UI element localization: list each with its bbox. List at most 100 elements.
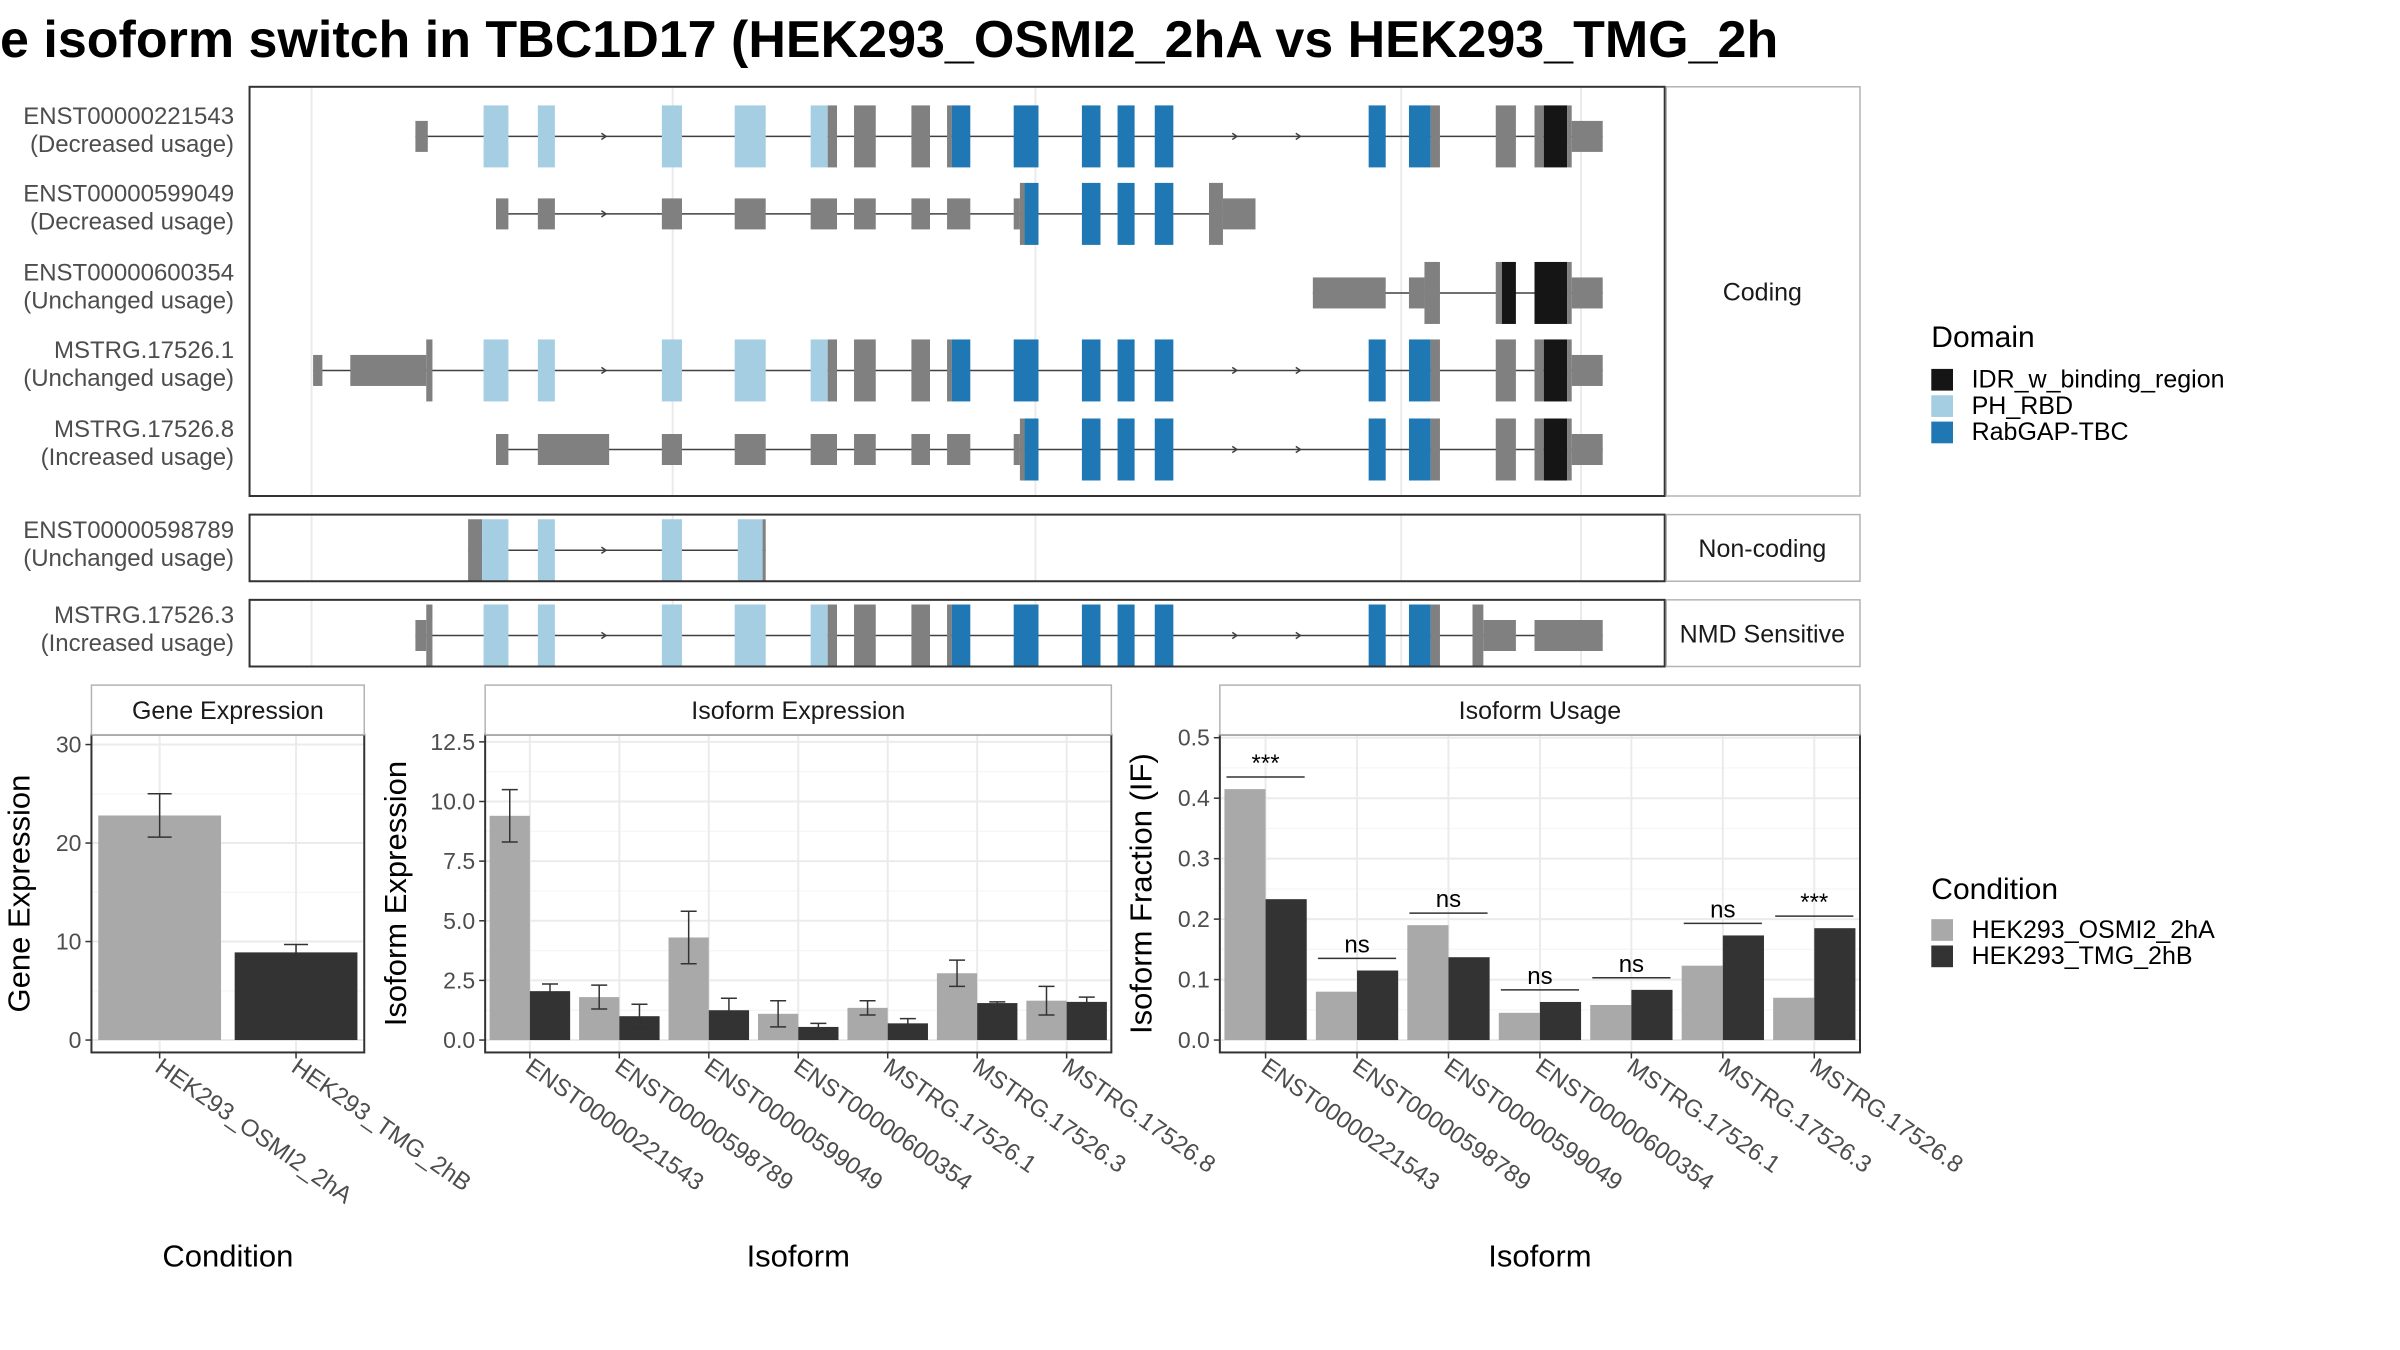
utr-exon — [947, 198, 971, 230]
utr-exon — [1571, 434, 1603, 465]
significance-label: ns — [1344, 931, 1369, 958]
panel-strip — [1665, 599, 1861, 668]
utr-exon — [734, 198, 766, 230]
utr-exon — [1571, 354, 1603, 386]
coding-exon — [1368, 105, 1386, 168]
structure-panel-1: ENST00000598789(Unchanged usage) Non-codi… — [23, 513, 1861, 583]
transcript-track: ENST00000600354(Unchanged usage) — [23, 260, 1603, 324]
transcript-structure-panels: ENST00000221543(Decreased usage)ENST0000… — [23, 85, 1861, 668]
bar — [1448, 957, 1490, 1041]
coding-exon — [661, 339, 682, 402]
x-tick-label: MSTRG.17526.3 — [1713, 1053, 1876, 1178]
transcript-id-label: ENST00000598789 — [23, 517, 234, 544]
utr-exon — [911, 198, 930, 230]
chart-1: 0.02.55.07.510.012.5ENST00000221543ENST0… — [378, 684, 1220, 1273]
strand-arrow — [1231, 445, 1239, 454]
coding-exon — [951, 339, 971, 402]
coding-exon — [1154, 339, 1174, 402]
utr-exon — [947, 434, 971, 465]
coding-exon — [1013, 604, 1039, 667]
panel-strip-label: Non-coding — [1698, 535, 1826, 563]
utr-exon — [810, 198, 837, 230]
coding-exon — [1430, 418, 1440, 481]
coding-exon — [661, 519, 682, 582]
utr-exon — [911, 434, 930, 465]
transcript-id-label: MSTRG.17526.8 — [54, 416, 234, 443]
panel-background — [249, 514, 1665, 582]
coding-exon — [911, 339, 930, 402]
coding-exon — [468, 519, 483, 582]
coding-exon — [947, 105, 952, 168]
coding-exon — [1567, 105, 1572, 168]
transcript-track: MSTRG.17526.3(Increased usage) — [41, 602, 1603, 667]
domain-legend-label: PH_RBD — [1972, 392, 2073, 420]
coding-exon — [1408, 418, 1431, 481]
utr-exon — [1222, 198, 1256, 230]
coding-exon — [1117, 105, 1135, 168]
coding-exon — [734, 339, 766, 402]
significance-label: ns — [1527, 963, 1552, 990]
y-tick-label: 30 — [56, 732, 82, 758]
bar — [1357, 970, 1399, 1041]
transcript-track: ENST00000599049(Decreased usage) — [23, 181, 1256, 245]
bar — [1681, 965, 1723, 1041]
coding-exon — [827, 105, 837, 168]
coding-exon — [810, 105, 828, 168]
coding-exon — [1534, 339, 1544, 402]
coding-exon — [1117, 604, 1135, 667]
bar — [1315, 991, 1358, 1041]
transcript-usage-label: (Unchanged usage) — [23, 545, 234, 572]
transcript-usage-label: (Decreased usage) — [30, 131, 234, 158]
utr-exon — [734, 434, 766, 465]
coding-exon — [1368, 418, 1386, 481]
bar — [234, 952, 358, 1041]
coding-exon — [483, 604, 509, 667]
utr-exon — [1013, 198, 1020, 230]
domain-legend-key — [1931, 368, 1953, 391]
bar — [798, 1026, 839, 1041]
coding-exon — [947, 339, 952, 402]
y-tick-label: 2.5 — [443, 967, 475, 993]
coding-exon — [1472, 604, 1484, 667]
coding-exon — [854, 604, 876, 667]
strand-arrow — [600, 210, 608, 218]
utr-exon — [313, 354, 323, 386]
bar — [1814, 928, 1856, 1041]
coding-exon — [854, 105, 876, 168]
coding-exon — [827, 604, 837, 667]
coding-exon — [537, 604, 555, 667]
coding-exon — [1013, 105, 1039, 168]
coding-exon — [537, 105, 555, 168]
coding-exon — [827, 339, 837, 402]
utr-exon — [537, 198, 555, 230]
domain-legend-label: RabGAP-TBC — [1972, 418, 2129, 446]
strand-arrow — [600, 132, 608, 141]
coding-exon — [661, 105, 682, 168]
x-tick-label: MSTRG.17526.8 — [1057, 1053, 1220, 1178]
coding-exon — [661, 604, 682, 667]
coding-exon — [1567, 261, 1572, 324]
utr-exon — [661, 434, 682, 465]
structure-panel-0: ENST00000221543(Decreased usage)ENST0000… — [23, 85, 1861, 498]
strand-arrow — [600, 366, 608, 375]
condition-legend-label: HEK293_TMG_2hB — [1972, 942, 2193, 970]
transcript-usage-label: (Decreased usage) — [30, 208, 234, 235]
coding-exon — [810, 604, 828, 667]
coding-exon — [1567, 339, 1572, 402]
coding-exon — [1081, 604, 1101, 667]
utr-exon — [810, 434, 837, 465]
domain-legend-title: Domain — [1931, 321, 2034, 354]
coding-exon — [1154, 105, 1174, 168]
utr-exon — [1013, 434, 1020, 465]
legends: Domain IDR_w_binding_regionPH_RBDRabGAP-T… — [1931, 321, 2225, 970]
bar — [1631, 989, 1673, 1041]
strand-arrow — [1295, 132, 1302, 141]
bar — [1498, 1012, 1540, 1041]
bar — [1066, 1001, 1107, 1041]
coding-exon — [1019, 182, 1025, 245]
domain-legend-key — [1931, 395, 1953, 417]
x-axis-label: Condition — [162, 1238, 293, 1273]
strand-arrow — [1295, 445, 1302, 454]
strand-arrow — [1295, 631, 1302, 640]
